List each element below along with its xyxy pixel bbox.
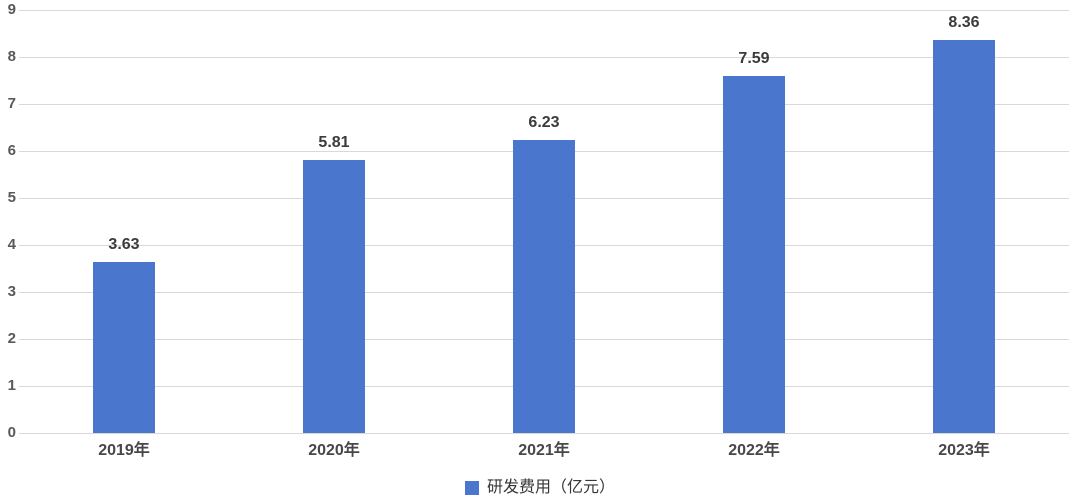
y-axis-tick-6: 6 [7,142,16,159]
data-label-2020年: 5.81 [318,133,350,151]
y-axis-tick-1: 1 [7,377,16,394]
y-axis-tick-3: 3 [7,283,16,300]
bar-2019年 [93,262,155,433]
x-axis-tick-2019年: 2019年 [98,442,150,459]
data-label-2019年: 3.63 [108,236,140,254]
bar-2022年 [723,76,785,433]
x-axis-tick-2020年: 2020年 [308,442,360,459]
y-axis-tick-9: 9 [7,1,16,18]
x-axis-tick-2023年: 2023年 [938,442,990,459]
data-label-2022年: 7.59 [738,50,770,68]
data-label-2023年: 8.36 [948,14,980,32]
data-label-2021年: 6.23 [528,114,560,132]
y-axis-tick-8: 8 [7,48,16,65]
gridline-y9 [19,10,1069,11]
y-axis-tick-0: 0 [7,424,16,441]
legend: 研发费用（亿元） [0,476,1080,500]
legend-label: 研发费用（亿元） [486,479,615,496]
y-axis-tick-5: 5 [7,189,16,206]
bar-2020年 [303,159,365,433]
gridline-y8 [19,57,1069,58]
y-axis-tick-4: 4 [7,236,16,253]
x-axis-tick-2021年: 2021年 [518,442,570,459]
gridline-y0 [19,433,1069,434]
gridline-y7 [19,104,1069,105]
y-axis-tick-7: 7 [7,95,16,112]
bar-2021年 [513,140,575,433]
legend-swatch [464,481,479,495]
bar-2023年 [933,40,995,433]
y-axis-tick-2: 2 [7,330,16,347]
x-axis-tick-2022年: 2022年 [728,442,780,459]
